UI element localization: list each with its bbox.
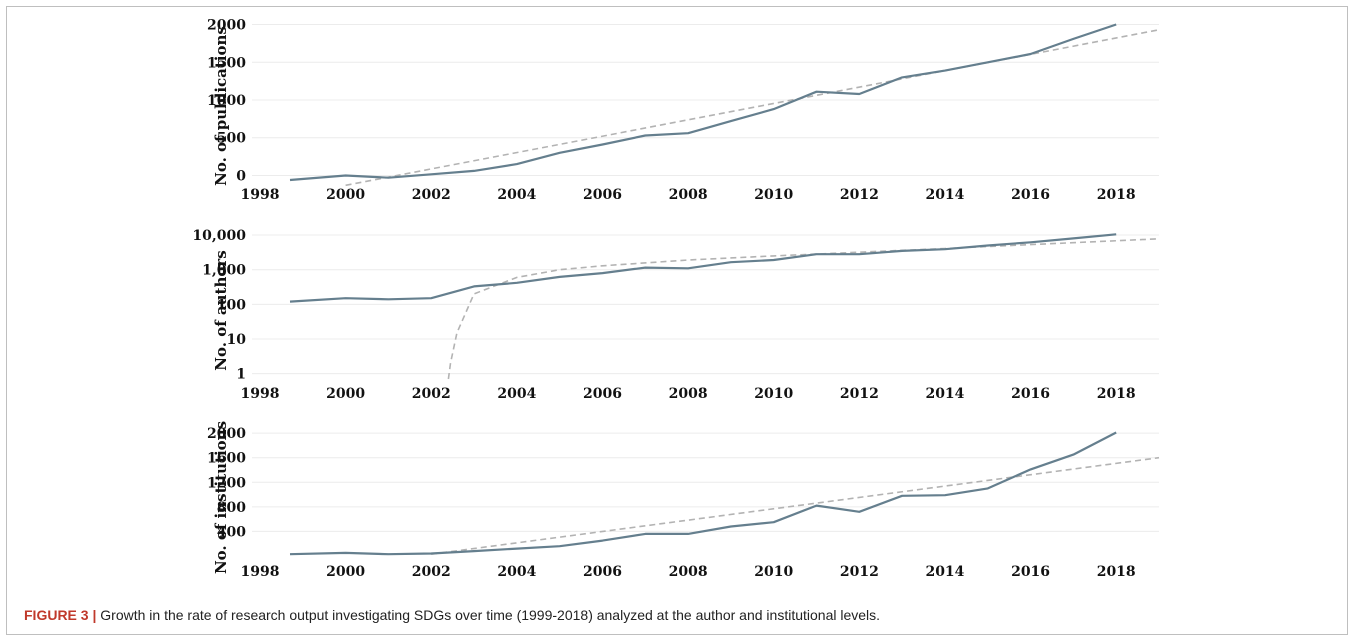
x-tick-label: 2004 [497, 564, 536, 580]
x-tick-label: 2000 [326, 187, 365, 203]
x-tick-label: 2016 [1011, 564, 1050, 580]
chart-panel-3: 400 800 1200 1600 2000 1998 2000 2002 2004 2006 20… [207, 421, 1160, 580]
x-tick-label: 2014 [925, 187, 964, 203]
x-tick-label: 2006 [583, 386, 622, 402]
data-line [289, 431, 1117, 556]
trend-line [345, 29, 1160, 187]
x-tick-label: 2018 [1097, 386, 1136, 402]
y-tick-label: 1600 [207, 451, 246, 467]
x-tick-label: 2008 [669, 564, 708, 580]
x-tick-label: 1998 [241, 187, 280, 203]
figure-charts: 0 500 1000 1500 2000 1998 2000 2002 2004 2006 2008… [192, 18, 1160, 580]
y-tick-label: 2000 [207, 426, 246, 442]
data-line [289, 233, 1117, 303]
x-tick-label: 2006 [583, 564, 622, 580]
x-tick-label: 2012 [840, 564, 879, 580]
chart-panel-1: 0 500 1000 1500 2000 1998 2000 2002 2004 2006 2008… [207, 18, 1160, 203]
y-axis-label: No. of publications [212, 26, 230, 186]
x-tick-label: 2018 [1097, 187, 1136, 203]
x-tick-label: 2002 [412, 386, 451, 402]
x-tick-label: 2006 [583, 187, 622, 203]
y-tick-label: 1,000 [202, 263, 246, 279]
y-tick-label: 400 [217, 524, 246, 540]
x-tick-label: 2012 [840, 386, 879, 402]
y-tick-label: 800 [217, 500, 246, 516]
x-tick-label: 2014 [925, 564, 964, 580]
y-tick-label: 2000 [207, 18, 246, 34]
data-line [289, 23, 1117, 182]
y-tick-label: 1 [236, 367, 246, 383]
x-tick-label: 2008 [669, 187, 708, 203]
x-tick-label: 2014 [925, 386, 964, 402]
y-axis-label: No. of authors [212, 250, 230, 370]
y-tick-label: 0 [236, 168, 246, 184]
x-tick-label: 2010 [754, 187, 793, 203]
x-tick-label: 2002 [412, 187, 451, 203]
x-tick-label: 2010 [754, 564, 793, 580]
chart-panel-2: 1 10 100 1,000 10,000 1998 2000 2002 2004 2006 200… [192, 228, 1160, 402]
x-tick-label: 2008 [669, 386, 708, 402]
caption-label: FIGURE 3 | [24, 607, 97, 623]
caption-text: Growth in the rate of research output in… [100, 607, 881, 623]
x-tick-label: 2012 [840, 187, 879, 203]
trend-line [447, 238, 1160, 380]
y-tick-label: 1200 [207, 475, 246, 491]
y-tick-label: 100 [217, 297, 246, 313]
y-tick-label: 10 [227, 332, 247, 348]
y-tick-label: 10,000 [192, 228, 246, 244]
y-tick-label: 1000 [207, 93, 246, 109]
trend-line [431, 456, 1160, 555]
x-tick-label: 1998 [241, 386, 280, 402]
figure-frame: 0 500 1000 1500 2000 1998 2000 2002 2004 2006 2008… [6, 6, 1348, 635]
x-tick-label: 2000 [326, 564, 365, 580]
y-tick-label: 500 [217, 131, 246, 147]
x-tick-label: 2002 [412, 564, 451, 580]
x-tick-label: 2004 [497, 386, 536, 402]
x-tick-label: 2018 [1097, 564, 1136, 580]
x-tick-label: 2004 [497, 187, 536, 203]
y-axis-label: No. of institutions [212, 421, 230, 574]
x-tick-label: 2000 [326, 386, 365, 402]
x-tick-label: 2016 [1011, 187, 1050, 203]
x-tick-label: 2016 [1011, 386, 1050, 402]
figure-caption: FIGURE 3 | Growth in the rate of researc… [24, 607, 880, 623]
y-tick-label: 1500 [207, 55, 246, 71]
x-tick-label: 1998 [241, 564, 280, 580]
x-tick-label: 2010 [754, 386, 793, 402]
